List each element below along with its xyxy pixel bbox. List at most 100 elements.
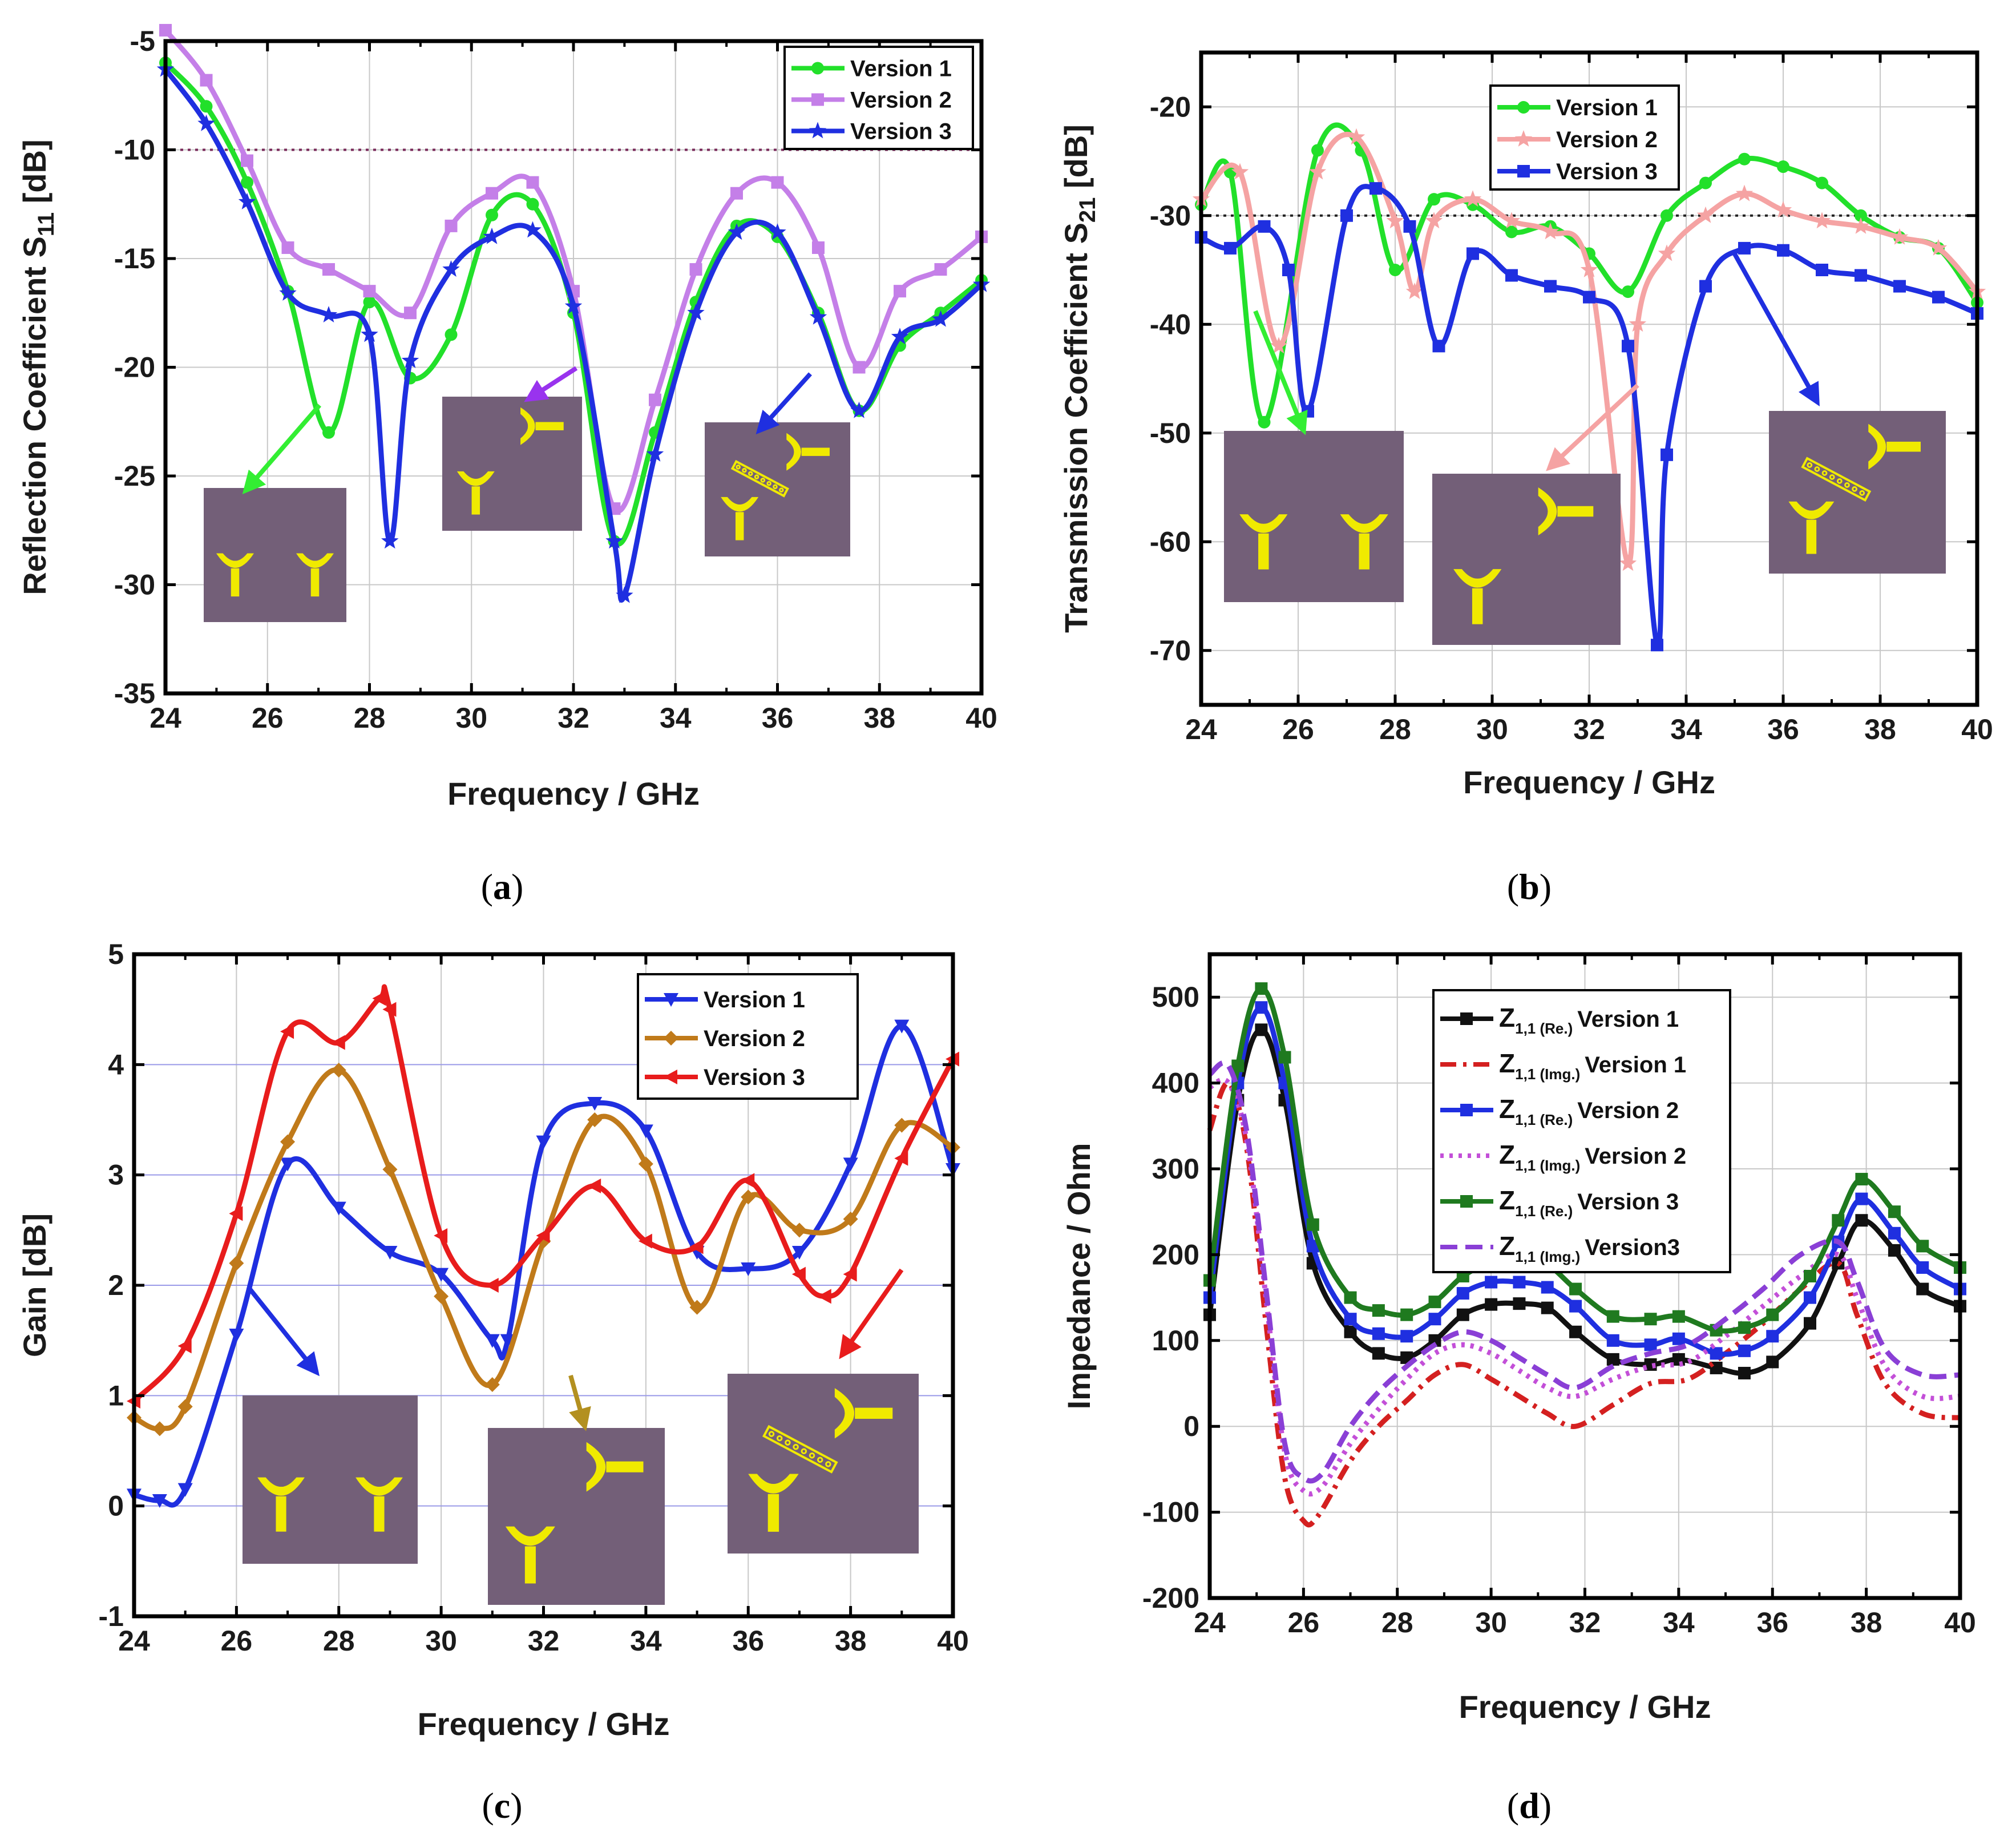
axis-ticks: 24 26 28 30 32 34 36 38 40 -70 -60 -50 -40 -30 -20 — [1150, 53, 1993, 745]
data-point — [1344, 1313, 1357, 1326]
y-tick-label: -50 — [1150, 417, 1191, 449]
legend-label: Version 2 — [850, 88, 952, 113]
data-point — [483, 227, 501, 244]
data-point — [445, 219, 458, 232]
data-point — [730, 187, 743, 200]
antenna-patch — [520, 407, 564, 445]
x-axis-title: Frequency / GHz — [1463, 764, 1715, 800]
antenna-patch — [786, 433, 830, 471]
legend-entry: Version 1 — [791, 57, 952, 82]
y-tick-label: 200 — [1152, 1238, 1199, 1270]
data-point — [486, 187, 498, 200]
antenna-patch — [1868, 423, 1921, 470]
data-point — [1738, 1344, 1751, 1357]
legend-label: Version 2 — [1556, 127, 1658, 152]
data-point — [381, 532, 399, 549]
x-tick-label: 28 — [354, 702, 386, 734]
data-point — [434, 1268, 449, 1282]
caption-c: (c) — [482, 1785, 522, 1826]
legend-marker — [664, 1031, 678, 1046]
data-point — [771, 176, 784, 189]
x-tick-label: 38 — [1864, 713, 1896, 745]
data-point — [689, 263, 702, 276]
legend-label: Version 3 — [704, 1065, 805, 1090]
data-point — [1852, 217, 1870, 234]
antenna-patch — [1340, 514, 1388, 570]
data-point — [526, 176, 539, 189]
legend-entry: Z1,1 (Img.) Version 2 — [1440, 1140, 1686, 1174]
data-point — [1255, 1001, 1268, 1014]
series-6 — [1208, 1060, 1961, 1484]
data-point — [1400, 1308, 1413, 1321]
data-point — [1893, 280, 1906, 293]
data-point — [1306, 1218, 1319, 1231]
x-tick-label: 34 — [660, 702, 692, 734]
antenna-patch — [506, 1526, 555, 1584]
data-point — [434, 1289, 449, 1304]
data-point — [1405, 283, 1424, 299]
data-point — [1428, 1313, 1441, 1326]
antenna-patch — [216, 553, 254, 597]
legend-entry: Version 1 — [1497, 95, 1658, 120]
data-point — [1544, 280, 1557, 293]
antenna-inset-1 — [1224, 431, 1404, 602]
data-point — [638, 1233, 652, 1249]
data-point — [1699, 176, 1712, 189]
antenna-patch — [834, 1388, 893, 1439]
data-point — [1372, 1347, 1385, 1360]
data-point — [843, 1266, 857, 1282]
data-point — [331, 1063, 346, 1078]
data-point — [1541, 223, 1560, 240]
x-tick-label: 26 — [221, 1625, 253, 1657]
legend-label: Z1,1 (Img.) Version3 — [1499, 1231, 1680, 1265]
antenna-patch — [456, 471, 495, 515]
inset-substrate — [1224, 431, 1404, 602]
series-3 — [127, 984, 959, 1409]
data-point — [331, 1201, 346, 1216]
y-tick-label: -30 — [1150, 200, 1191, 232]
data-point — [322, 426, 335, 439]
data-point — [382, 1162, 398, 1177]
y-tick-label: 500 — [1152, 981, 1199, 1013]
data-point — [1929, 239, 1948, 256]
data-point — [1738, 152, 1751, 166]
data-point — [1340, 209, 1353, 222]
x-tick-label: 40 — [1944, 1607, 1976, 1639]
data-point — [1606, 1310, 1619, 1323]
data-point — [1541, 1281, 1554, 1294]
data-point — [1661, 209, 1673, 222]
y-tick-label: -5 — [130, 25, 155, 57]
data-point — [1804, 1291, 1816, 1304]
parasitic-slot-array — [730, 459, 789, 498]
antenna-inset-1 — [243, 1395, 418, 1564]
data-point — [1372, 1327, 1385, 1340]
series-group — [156, 23, 991, 603]
data-point — [1888, 1226, 1901, 1240]
y-tick-label: -200 — [1142, 1582, 1199, 1614]
data-point — [1816, 176, 1828, 189]
y-tick-label: -70 — [1150, 635, 1191, 667]
data-point — [1672, 1310, 1685, 1323]
y-tick-label: -10 — [114, 134, 155, 166]
data-point — [1428, 1296, 1441, 1309]
y-tick-label: -15 — [114, 243, 155, 275]
data-point — [1916, 1261, 1929, 1274]
data-point — [1464, 190, 1482, 207]
inset-substrate — [705, 422, 850, 556]
data-point — [1672, 1353, 1685, 1366]
data-point — [1622, 285, 1634, 298]
legend-label: Version 3 — [1556, 159, 1658, 184]
data-point — [1644, 1338, 1657, 1351]
annotation-arrow — [756, 372, 812, 434]
data-point — [894, 1117, 910, 1133]
data-point — [1344, 1325, 1357, 1338]
data-point — [1344, 1291, 1357, 1304]
y-axis-title: Transmission Coefficient S21 [dB] — [1058, 124, 1100, 633]
legend-entry: Z1,1 (Img.) Version 1 — [1440, 1048, 1686, 1083]
data-point — [1777, 244, 1789, 257]
data-point — [1855, 1192, 1868, 1205]
data-point — [1766, 1330, 1779, 1343]
data-point — [1606, 1334, 1619, 1347]
legend-marker — [1460, 1012, 1473, 1025]
